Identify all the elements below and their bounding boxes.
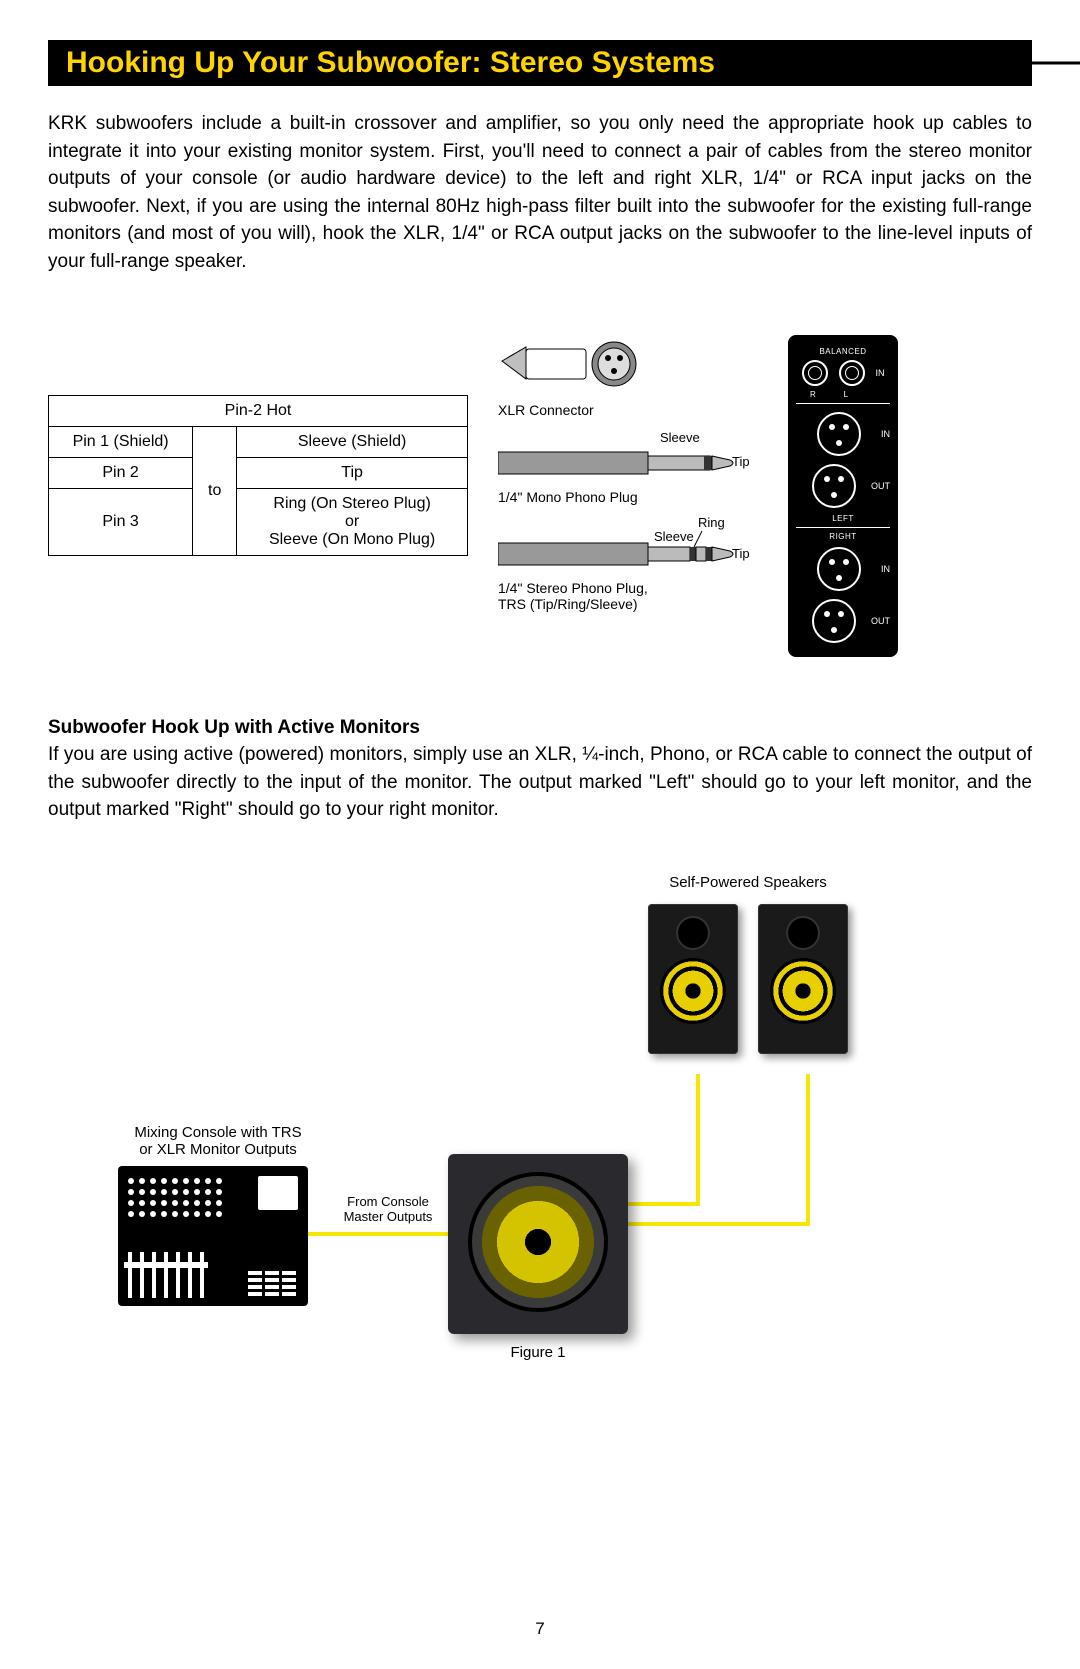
panel-out-label: OUT	[871, 481, 890, 491]
connector-diagram-row: Pin-2 Hot Pin 1 (Shield) to Sleeve (Shie…	[48, 335, 1032, 657]
panel-in-label-3: IN	[881, 564, 890, 574]
pin-cell: Pin 2	[49, 458, 193, 489]
pin-cell: Tip	[237, 458, 468, 489]
hookup-diagram: Self-Powered Speakers Mixing Console wit…	[48, 854, 1032, 1394]
rca-jack-r-icon	[802, 360, 828, 386]
left-speaker-icon	[648, 904, 738, 1054]
section-title: Hooking Up Your Subwoofer: Stereo System…	[66, 46, 715, 79]
xlr-label: XLR Connector	[498, 402, 758, 418]
panel-r-label: R	[810, 390, 816, 399]
pin-cell: Pin 1 (Shield)	[49, 427, 193, 458]
pin-table-header: Pin-2 Hot	[49, 396, 468, 427]
intro-paragraph: KRK subwoofers include a built-in crosso…	[48, 110, 1032, 275]
ring-label: Ring	[698, 515, 725, 530]
mono-plug-label: 1/4" Mono Phono Plug	[498, 489, 758, 505]
stereo-plug-label: 1/4" Stereo Phono Plug, TRS (Tip/Ring/Sl…	[498, 580, 758, 612]
pin-mapping-table: Pin-2 Hot Pin 1 (Shield) to Sleeve (Shie…	[48, 395, 468, 556]
subwoofer-back-panel: BALANCED IN R L IN OUT LEFT RIGHT IN	[788, 335, 898, 657]
stereo-plug-diagram: Ring Sleeve Tip 1/4" Stereo Phono Plug, …	[498, 529, 758, 612]
console-label: Mixing Console with TRS or XLR Monitor O…	[108, 1124, 328, 1158]
panel-balanced-label: BALANCED	[796, 347, 890, 356]
mono-plug-diagram: Sleeve Tip 1/4" Mono Phono Plug	[498, 442, 758, 505]
panel-right-label: RIGHT	[796, 532, 890, 541]
xlr-jack-icon	[817, 547, 861, 591]
section2-heading: Subwoofer Hook Up with Active Monitors	[48, 717, 1032, 739]
page-number: 7	[0, 1619, 1080, 1639]
from-console-label: From Console Master Outputs	[328, 1194, 448, 1224]
panel-in-label: IN	[876, 368, 885, 378]
xlr-jack-icon	[817, 412, 861, 456]
connector-illustrations: XLR Connector Sleeve Tip 1/4" Mono Phono…	[498, 335, 758, 636]
section2-body: If you are using active (powered) monito…	[48, 741, 1032, 824]
sleeve-label-2: Sleeve	[654, 529, 694, 544]
xlr-jack-icon	[812, 464, 856, 508]
panel-left-label: LEFT	[796, 514, 890, 523]
xlr-connector-diagram: XLR Connector	[498, 335, 758, 418]
panel-out-label-2: OUT	[871, 616, 890, 626]
pin-cell: Ring (On Stereo Plug) or Sleeve (On Mono…	[237, 489, 468, 556]
xlr-jack-icon	[812, 599, 856, 643]
sleeve-label: Sleeve	[660, 430, 700, 445]
mixing-console-icon	[118, 1166, 308, 1306]
section-title-bar: Hooking Up Your Subwoofer: Stereo System…	[48, 40, 1032, 86]
rca-jack-l-icon	[839, 360, 865, 386]
pin-cell: Sleeve (Shield)	[237, 427, 468, 458]
panel-in-label-2: IN	[881, 429, 890, 439]
panel-l-label: L	[844, 390, 848, 399]
right-speaker-icon	[758, 904, 848, 1054]
tip-label: Tip	[732, 454, 750, 469]
tip-label-2: Tip	[732, 546, 750, 561]
figure-caption: Figure 1	[478, 1344, 598, 1361]
subwoofer-icon	[448, 1154, 628, 1334]
pin-table-to: to	[193, 427, 237, 556]
pin-cell: Pin 3	[49, 489, 193, 556]
speakers-label: Self-Powered Speakers	[648, 874, 848, 891]
